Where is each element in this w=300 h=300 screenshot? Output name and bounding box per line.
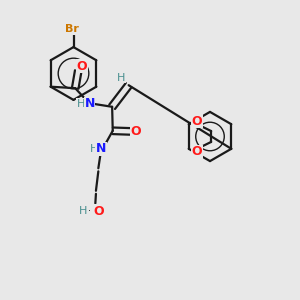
Text: O: O [77, 60, 87, 73]
Text: O: O [192, 115, 203, 128]
Text: O: O [130, 125, 141, 138]
Text: H: H [117, 73, 125, 83]
Text: N: N [84, 97, 95, 110]
Text: H: H [77, 99, 86, 109]
Text: ·: · [88, 206, 92, 216]
Text: H: H [79, 206, 88, 216]
Text: O: O [93, 205, 104, 218]
Text: Br: Br [65, 24, 79, 34]
Text: N: N [95, 142, 106, 155]
Text: H: H [90, 144, 98, 154]
Text: O: O [192, 145, 203, 158]
